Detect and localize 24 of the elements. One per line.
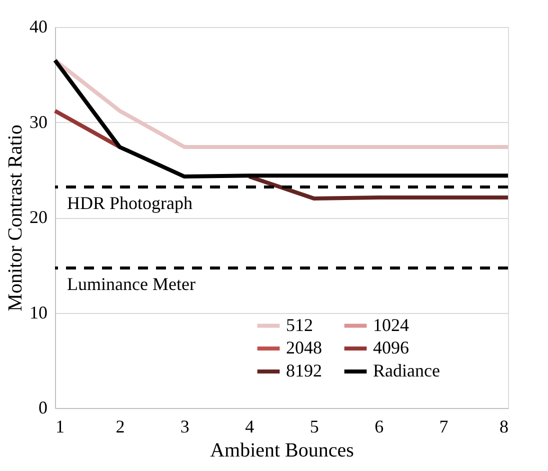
y-tick-label: 20 — [30, 207, 48, 227]
ref-line-label: HDR Photograph — [67, 193, 192, 214]
legend-label: Radiance — [373, 360, 440, 380]
x-tick-label: 3 — [180, 416, 190, 436]
y-axis-title: Monitor Contrast Ratio — [4, 124, 26, 312]
x-axis-title: Ambient Bounces — [210, 440, 354, 462]
legend-label: 1024 — [373, 314, 409, 335]
y-tick-label: 0 — [38, 398, 48, 418]
legend-label: 8192 — [286, 360, 322, 380]
x-tick-label: 7 — [439, 416, 448, 436]
x-tick-label: 6 — [374, 416, 384, 436]
x-tick-label: 1 — [56, 416, 64, 436]
legend-label: 512 — [286, 314, 313, 335]
legend-label: 2048 — [286, 338, 322, 358]
x-tick-label: 8 — [500, 416, 508, 436]
line-series — [53, 58, 510, 179]
legend-label: 4096 — [373, 338, 409, 358]
y-tick-label: 10 — [30, 302, 48, 322]
y-tick-label: 40 — [30, 16, 48, 36]
x-tick-label: 4 — [245, 416, 254, 436]
x-tick-label: 2 — [116, 416, 125, 436]
y-tick-label: 30 — [30, 112, 48, 132]
x-tick-label: 5 — [310, 416, 319, 436]
ref-line-label: Luminance Meter — [67, 274, 196, 294]
